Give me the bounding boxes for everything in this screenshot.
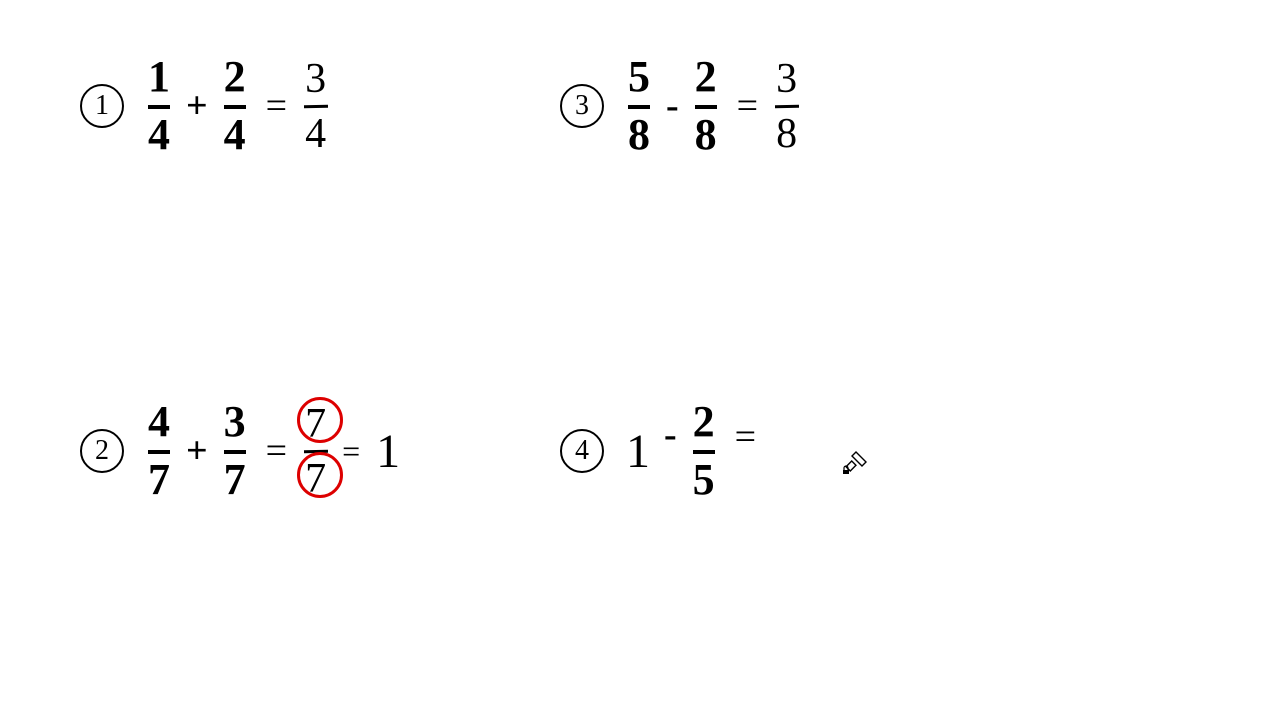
problem-number-2: 2: [80, 429, 124, 473]
lock-icon: [843, 470, 849, 474]
p2-a-den: 7: [148, 456, 170, 502]
answer-bar: [304, 104, 328, 107]
p3-fraction-b: 2 8: [695, 55, 717, 157]
p3-ans-den: 8: [776, 111, 797, 155]
answer-bar: [775, 104, 799, 107]
worksheet-canvas: 1 1 4 + 2 4 = 3 4 3 5 8 - 2 8: [0, 0, 1280, 720]
p1-operator: +: [186, 84, 208, 128]
p4-b-num: 2: [693, 400, 715, 448]
p2-b-num: 3: [224, 400, 246, 448]
p3-b-den: 8: [695, 111, 717, 157]
problem-2: 2 4 7 + 3 7 = 7 7 = 1: [80, 400, 406, 502]
p3-equals: =: [737, 84, 758, 128]
p1-b-num: 2: [224, 55, 246, 103]
fraction-bar: [224, 105, 246, 109]
paint-cursor-icon: [840, 450, 868, 483]
p4-equals: =: [735, 415, 756, 459]
p4-operator: -: [664, 413, 677, 457]
problem-number-4: 4: [560, 429, 604, 473]
p2-fraction-b: 3 7: [224, 400, 246, 502]
fraction-bar: [695, 105, 717, 109]
problem-4: 4 1 - 2 5 =: [560, 400, 768, 502]
answer-bar: [304, 449, 328, 452]
p1-equals: =: [266, 84, 287, 128]
p2-ans-den: 7: [305, 456, 326, 500]
p2-ans-num: 7: [305, 403, 326, 447]
p1-b-den: 4: [224, 111, 246, 157]
p2-operator: +: [186, 429, 208, 473]
p2-simp-equals: =: [342, 433, 360, 470]
problem-number-1: 1: [80, 84, 124, 128]
p2-ans-den-text: 7: [305, 456, 326, 502]
fraction-bar: [148, 105, 170, 109]
p2-b-den: 7: [224, 456, 246, 502]
p1-ans-den: 4: [305, 111, 326, 155]
p1-fraction-a: 1 4: [148, 55, 170, 157]
fraction-bar: [628, 105, 650, 109]
p2-simplified: 1: [376, 424, 400, 479]
p2-fraction-a: 4 7: [148, 400, 170, 502]
p4-fraction-b: 2 5: [693, 400, 715, 502]
p3-ans-num: 3: [776, 58, 797, 102]
p2-a-num: 4: [148, 400, 170, 448]
p3-fraction-a: 5 8: [628, 55, 650, 157]
p2-answer: 7 7: [305, 403, 326, 500]
p3-a-den: 8: [628, 111, 650, 157]
p1-ans-num: 3: [305, 58, 326, 102]
p3-a-num: 5: [628, 55, 650, 103]
p4-b-den: 5: [693, 456, 715, 502]
p2-equals: =: [266, 429, 287, 473]
p4-whole: 1: [626, 424, 650, 479]
problem-number-3: 3: [560, 84, 604, 128]
p2-ans-num-text: 7: [305, 401, 326, 447]
p3-answer: 3 8: [776, 58, 797, 155]
problem-3: 3 5 8 - 2 8 = 3 8: [560, 55, 803, 157]
p3-b-num: 2: [695, 55, 717, 103]
fraction-bar: [693, 450, 715, 454]
p1-a-num: 1: [148, 55, 170, 103]
problem-1: 1 1 4 + 2 4 = 3 4: [80, 55, 332, 157]
p3-operator: -: [666, 84, 679, 128]
p1-a-den: 4: [148, 111, 170, 157]
fraction-bar: [224, 450, 246, 454]
p1-answer: 3 4: [305, 58, 326, 155]
p1-fraction-b: 2 4: [224, 55, 246, 157]
fraction-bar: [148, 450, 170, 454]
